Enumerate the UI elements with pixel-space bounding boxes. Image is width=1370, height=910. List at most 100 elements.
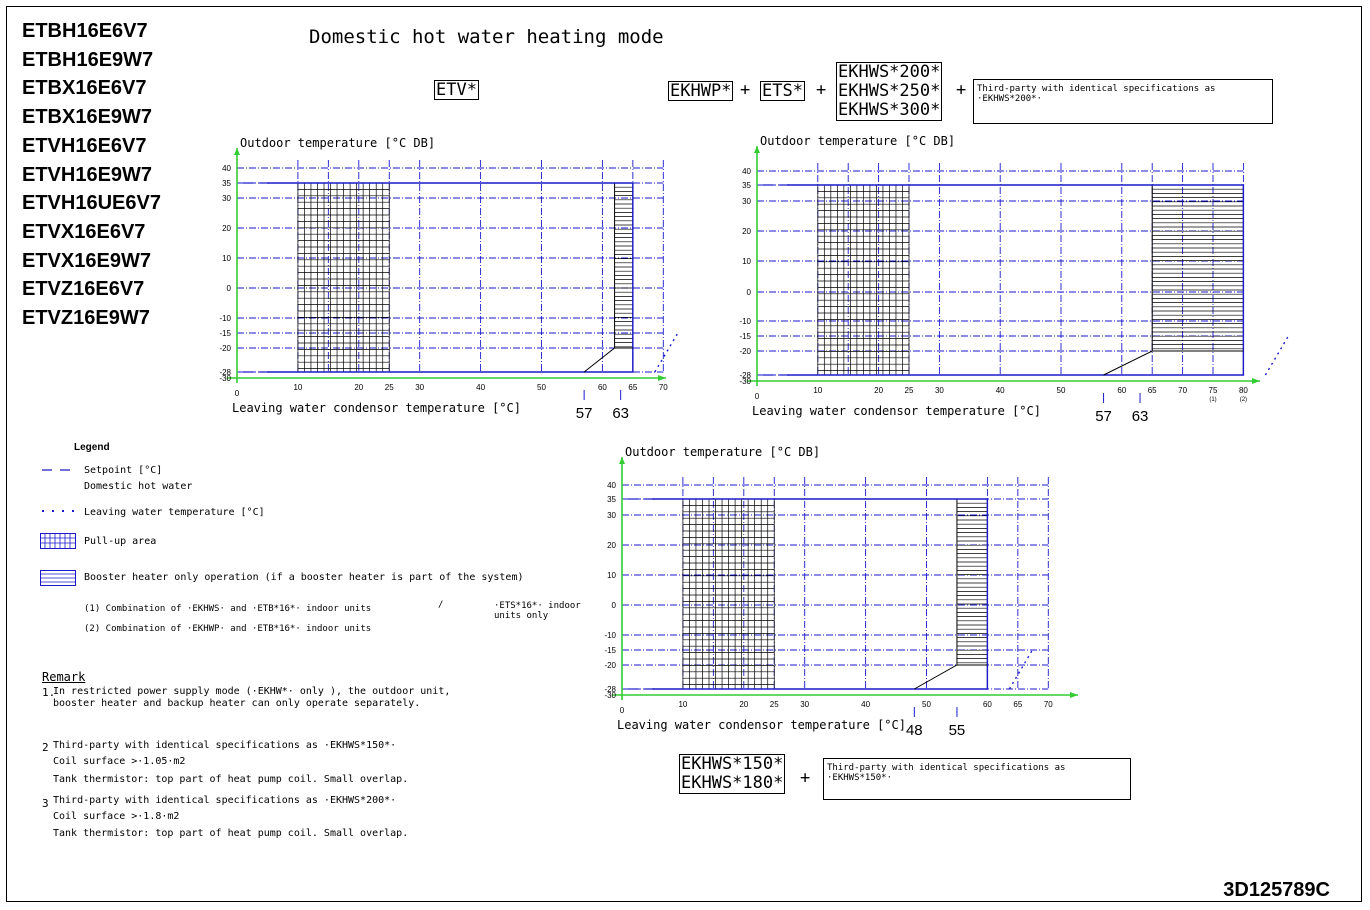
x-tick-label: 30 (415, 383, 424, 392)
y-tick-label: -30 (739, 377, 751, 386)
y-tick-label: -10 (739, 317, 751, 326)
y-tick-label: -28 (739, 371, 751, 380)
marker-label: 63 (612, 405, 629, 422)
y-tick-label: -15 (739, 332, 751, 341)
y-tick-label: 40 (607, 481, 616, 490)
x-tick-label: 20 (874, 386, 883, 395)
y-axis-arrow (619, 457, 625, 464)
x-axis-arrow (1252, 378, 1260, 384)
config-ekhws-group-small: EKHWS*150* EKHWS*180* (679, 754, 786, 794)
third-party-note-200: Third-party with identical specification… (973, 79, 1273, 124)
model-name: ETVH16UE6V7 (22, 192, 161, 215)
remark-3c: Tank thermistor: top part of heat pump c… (53, 828, 409, 839)
remark-2c: Tank thermistor: top part of heat pump c… (53, 774, 409, 785)
model-list: ETBH16E6V7 ETBH16E9W7 ETBX16E6V7 ETBX16E… (22, 17, 161, 333)
remark-1b: booster heater and backup heater can onl… (53, 698, 421, 709)
x-tick-label: 25 (385, 383, 394, 392)
y-tick-label: 0 (747, 288, 752, 297)
y-tick-label: -10 (219, 314, 231, 323)
y-tick-label: -20 (604, 661, 616, 670)
x-tick-label: 25 (770, 700, 779, 709)
third-party-note-150: Third-party with identical specification… (823, 758, 1131, 800)
x-tick-label: 40 (861, 700, 870, 709)
leaving-water-dots-icon (42, 510, 74, 512)
x-tick-label: 10 (293, 383, 302, 392)
remark-2b: Coil surface >·1.05·m2 (53, 756, 186, 767)
model-name: ETBX16E9W7 (22, 106, 153, 129)
y-axis-title: Outdoor temperature [°C DB] (625, 445, 820, 459)
x-tick-label: 50 (1057, 386, 1066, 395)
legend-leaving-water: Leaving water temperature [°C] (84, 507, 265, 518)
y-tick-label: 10 (742, 257, 751, 266)
y-tick-label: 35 (607, 495, 616, 504)
plus-sign: + (956, 80, 967, 100)
booster-lines-icon (40, 570, 76, 586)
y-tick-label: 20 (742, 227, 751, 236)
y-tick-label: 40 (742, 167, 751, 176)
x-tick-label: 60 (598, 383, 607, 392)
x-tick-label: 65 (1013, 700, 1022, 709)
x-axis-title: Leaving water condensor temperature [°C] (617, 718, 906, 732)
y-tick-label: 30 (607, 511, 616, 520)
remark-2-number: 2 (42, 741, 49, 754)
chart-ekhws150-180: 40 35 30 20 10 0 -10 -15 -20 -28-30 10 20 25 30 40 50 60… (604, 445, 1078, 739)
marker-label: 55 (949, 722, 966, 739)
envelope-line (652, 498, 989, 690)
legend-note-1: (1) Combination of ·EKHWS· and ·ETB*16*·… (84, 604, 372, 614)
remark-3: Third-party with identical specification… (53, 795, 397, 806)
pullup-grid-icon (40, 533, 76, 549)
x-tick-label: 50 (922, 700, 931, 709)
y-tick-label: -28 (219, 368, 231, 377)
x-tick-label: 30 (935, 386, 944, 395)
transition-line (583, 347, 633, 373)
legend-booster: Booster heater only operation (if a boos… (84, 572, 524, 583)
y-axis-arrow (754, 146, 760, 153)
config-ekhws300: EKHWS*300* (838, 100, 941, 120)
y-tick-label: -30 (219, 374, 231, 383)
y-tick-label: 40 (222, 164, 231, 173)
leaving-water-line (1264, 335, 1290, 376)
document-number: 3D125789C (1223, 879, 1330, 901)
x-tick-label: 65 (628, 383, 637, 392)
x-axis-arrow (1070, 692, 1078, 698)
legend-title: Legend (74, 442, 110, 453)
y-tick-label: 35 (742, 181, 751, 190)
config-ekhwp: EKHWP* (668, 81, 734, 101)
leaving-water-line (1008, 649, 1034, 690)
y-tick-label: 10 (222, 254, 231, 263)
remark-title: Remark (42, 670, 86, 684)
x-tick-note: (1) (1209, 397, 1216, 403)
y-tick-label: -28 (604, 685, 616, 694)
leaving-water-line (654, 332, 679, 373)
model-name: ETBX16E6V7 (22, 77, 147, 100)
x-tick-label: 70 (1178, 386, 1187, 395)
setpoint-line-icon (42, 469, 78, 471)
config-ekhws180: EKHWS*180* (681, 773, 784, 793)
y-tick-label: -20 (739, 347, 751, 356)
x-tick-label: 60 (983, 700, 992, 709)
legend-note-1b: ·ETS*16*· indoor units only (494, 601, 581, 621)
legend-slash: / (438, 600, 444, 610)
x-tick-label: 20 (354, 383, 363, 392)
x-tick-label: 25 (905, 386, 914, 395)
y-tick-label: 30 (742, 197, 751, 206)
x-axis-title: Leaving water condensor temperature [°C] (752, 404, 1041, 418)
y-axis-title: Outdoor temperature [°C DB] (240, 136, 435, 150)
x-tick-label: 40 (996, 386, 1005, 395)
plus-sign: + (740, 80, 751, 100)
y-tick-label: 10 (607, 571, 616, 580)
x-tick-label: 60 (1117, 386, 1126, 395)
remark-3b: Coil surface >·1.8·m2 (53, 811, 180, 822)
remark-3-number: 3 (42, 797, 49, 810)
marker-label: 48 (906, 722, 923, 739)
config-ets: ETS* (760, 81, 805, 101)
config-ekhws250: EKHWS*250* (838, 81, 941, 101)
x-axis-title: Leaving water condensor temperature [°C] (232, 401, 521, 415)
envelope-line (267, 182, 634, 373)
plus-sign: + (816, 80, 827, 100)
x-tick-label: 70 (1044, 700, 1053, 709)
model-name: ETVZ16E9W7 (22, 307, 150, 330)
marker-label: 57 (1095, 408, 1112, 425)
config-etv: ETV* (434, 80, 479, 100)
x-tick-label: 20 (739, 700, 748, 709)
